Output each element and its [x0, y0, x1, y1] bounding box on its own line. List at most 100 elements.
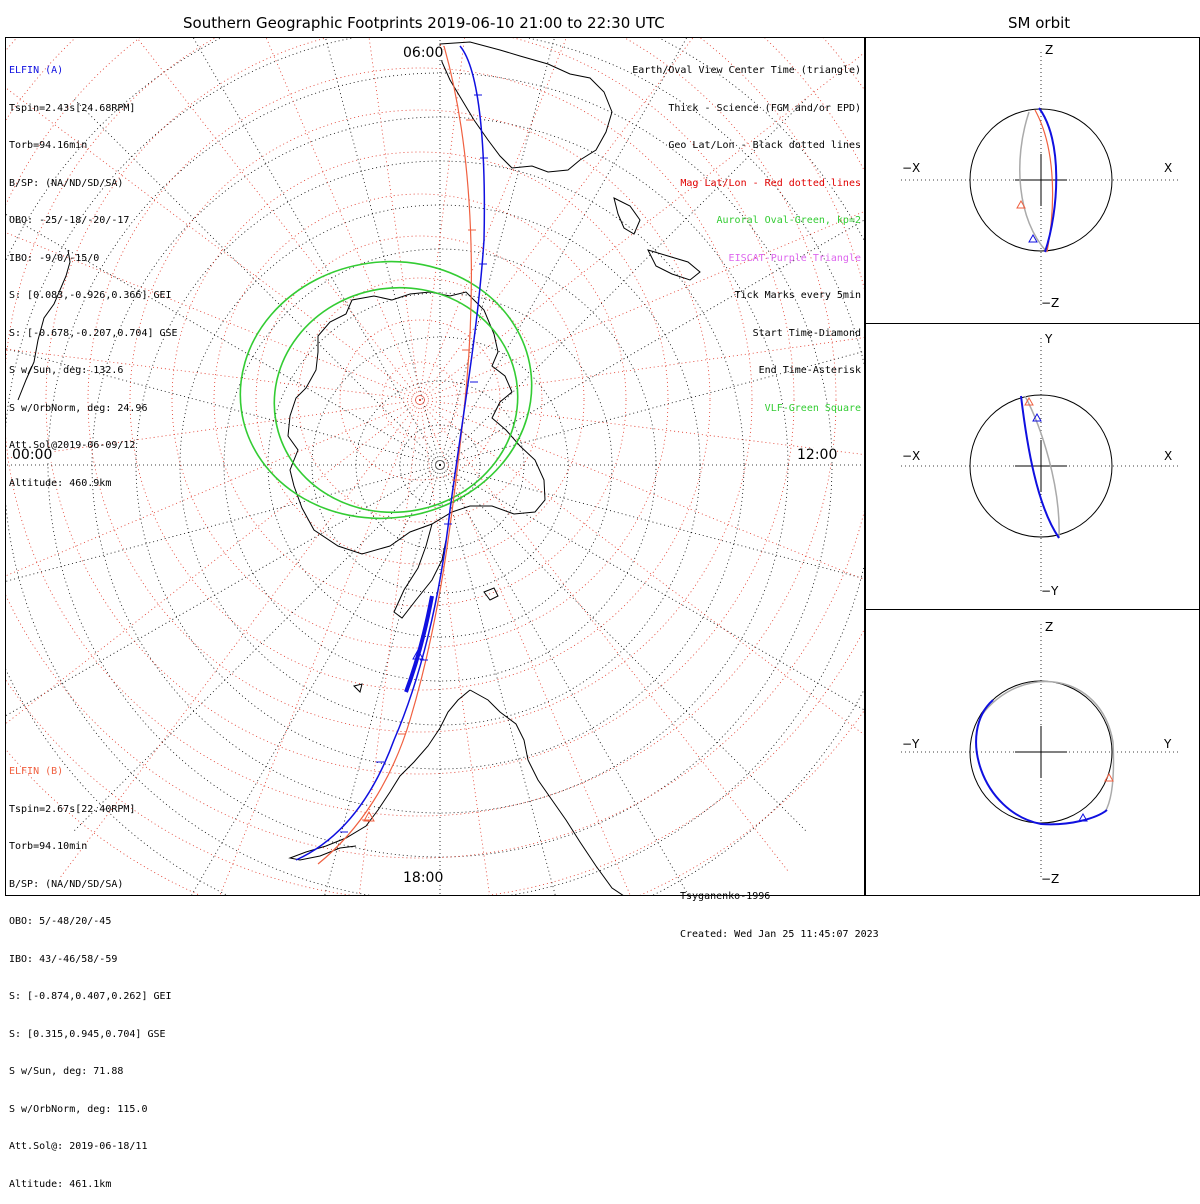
- probe-b-line: Altitude: 461.1km: [9, 1178, 112, 1190]
- hour-label-12: 12:00: [797, 447, 838, 463]
- geo-meridian: [439, 219, 864, 466]
- legend-entry: Mag Lat/Lon - Red dotted lines: [680, 177, 861, 189]
- geo-meridian: [439, 38, 687, 466]
- map-legend: Earth/Oval View Center Time (triangle) T…: [632, 40, 861, 428]
- credit-block: Tsyganenko-1996 Created: Wed Jan 25 11:4…: [680, 866, 879, 954]
- falkland-islands: [483, 587, 499, 601]
- probe-a-line: Torb=94.16min: [9, 140, 88, 151]
- ticks-a: [340, 94, 488, 833]
- mag-meridian: [265, 38, 421, 401]
- geo-meridian: [6, 464, 441, 717]
- created-timestamp: Created: Wed Jan 25 11:45:07 2023: [680, 928, 879, 940]
- geo-meridian: [72, 464, 441, 833]
- australia-coast: [439, 41, 613, 173]
- geo-meridian: [439, 464, 864, 580]
- auroral-ovals: [239, 260, 533, 520]
- sm-plot-xz: [901, 52, 1181, 308]
- geo-meridian: [193, 38, 441, 466]
- sm2-ylabel-neg: −Y: [1041, 584, 1059, 598]
- probe-a-line: Att.Sol@2019-06-09/12: [9, 440, 136, 451]
- probe-a-label: ELFIN (A): [9, 65, 64, 76]
- sm-orbit-a: [1020, 395, 1060, 539]
- legend-entry: Tick Marks every 5min: [734, 290, 861, 301]
- probe-a-line: S w/OrbNorm, deg: 24.96: [9, 402, 148, 414]
- legend-entry: VLF-Green Square: [764, 402, 861, 414]
- geo-meridian: [439, 97, 808, 466]
- sm1-ylabel: Z: [1045, 43, 1054, 57]
- sm-orbit-a: [975, 699, 1108, 826]
- mag-meridian: [6, 232, 421, 401]
- sm-triangle-a: [1028, 233, 1038, 243]
- model-name: Tsyganenko-1996: [680, 891, 771, 902]
- mag-meridian: [419, 399, 864, 736]
- legend-entry: Start Time-Diamond: [752, 327, 861, 339]
- sm-orbit-a: [1038, 107, 1058, 253]
- geo-meridian: [439, 464, 556, 895]
- probe-b-line: Tspin=2.67s[22.40RPM]: [9, 803, 136, 815]
- mag-meridian: [368, 38, 421, 401]
- sm-orbit-ref: [980, 680, 1115, 813]
- geo-meridian: [439, 464, 689, 895]
- probe-b-info: ELFIN (B) Tspin=2.67s[22.40RPM] Torb=94.…: [9, 741, 172, 1204]
- mag-meridian: [419, 399, 864, 455]
- sm1-xlabel-neg: −X: [902, 161, 921, 175]
- probe-a-line: S w/Sun, deg: 132.6: [9, 365, 124, 376]
- probe-b-line: S: [0.315,0.945,0.704] GSE: [9, 1028, 166, 1040]
- sm-triangle-a: [1078, 812, 1088, 822]
- hour-label-18: 18:00: [403, 870, 444, 886]
- mag-meridian: [419, 399, 790, 874]
- sm-orbit-plots: [901, 52, 1181, 880]
- mag-meridian: [419, 337, 864, 401]
- mag-latitude-circle: [339, 319, 501, 481]
- antarctic-peninsula: [393, 523, 447, 619]
- mag-meridian: [419, 38, 567, 401]
- footprint-map: *: [6, 38, 864, 895]
- science-segment-a: [404, 595, 434, 693]
- track-elfin-a: [295, 45, 486, 861]
- geo-meridian: [191, 464, 441, 895]
- legend-entry: End Time-Asterisk: [758, 365, 861, 376]
- mag-latitude-circle: [213, 193, 627, 607]
- south-america-coast: [469, 689, 624, 895]
- probe-b-line: B/SP: (NA/ND/SD/SA): [9, 878, 124, 890]
- sm2-xlabel: X: [1164, 449, 1173, 463]
- new-zealand-north: [613, 197, 641, 235]
- sm-orbit-ref: [1024, 395, 1060, 539]
- probe-b-line: OBO: 5/-48/20/-45: [9, 916, 112, 927]
- south-america-tip: [288, 689, 471, 861]
- mag-meridian: [6, 399, 421, 459]
- probe-b-line: Torb=94.10min: [9, 841, 88, 852]
- new-zealand-south: [647, 249, 701, 281]
- probe-b-line: IBO: 43/-46/58/-59: [9, 953, 118, 965]
- mag-latitude-circle: [297, 277, 543, 523]
- auroral-oval-inner: [273, 286, 519, 514]
- ticks-b: [362, 119, 476, 821]
- sm-triangle-b: [1024, 396, 1034, 406]
- mag-meridian: [136, 38, 421, 401]
- geo-grid: [6, 38, 864, 895]
- hour-label-00: 00:00: [12, 447, 53, 463]
- probe-a-line: IBO: -9/0/-15/0: [9, 252, 100, 264]
- sm-orbit-ref: [1019, 111, 1048, 253]
- legend-entry: EISCAT-Purple Triangle: [728, 252, 861, 264]
- sm2-ylabel: Y: [1045, 332, 1053, 346]
- geo-meridian: [324, 464, 441, 895]
- geo-meridian: [439, 464, 808, 833]
- mag-latitude-circle: [381, 361, 459, 439]
- mag-latitude-circle: [6, 38, 837, 817]
- main-title: Southern Geographic Footprints 2019-06-1…: [183, 14, 665, 32]
- sm1-xlabel: X: [1164, 161, 1173, 175]
- probe-b-line: S w/OrbNorm, deg: 115.0: [9, 1103, 148, 1115]
- sm-plot-xy: [901, 338, 1181, 594]
- geo-meridian: [439, 38, 555, 466]
- geo-meridian: [439, 464, 864, 711]
- sm3-ylabel-neg: −Z: [1041, 872, 1060, 886]
- legend-entry: Thick - Science (FGM and/or EPD): [668, 102, 861, 114]
- geo-meridian: [72, 97, 441, 466]
- mag-latitude-circle: [129, 109, 711, 691]
- probe-b-line: S w/Sun, deg: 71.88: [9, 1066, 124, 1077]
- sm1-ylabel-neg: −Z: [1041, 296, 1060, 310]
- mag-meridian: [358, 399, 421, 895]
- mag-meridian: [6, 399, 421, 577]
- probe-a-line: OBO: -25/-18/-20/-17: [9, 215, 130, 226]
